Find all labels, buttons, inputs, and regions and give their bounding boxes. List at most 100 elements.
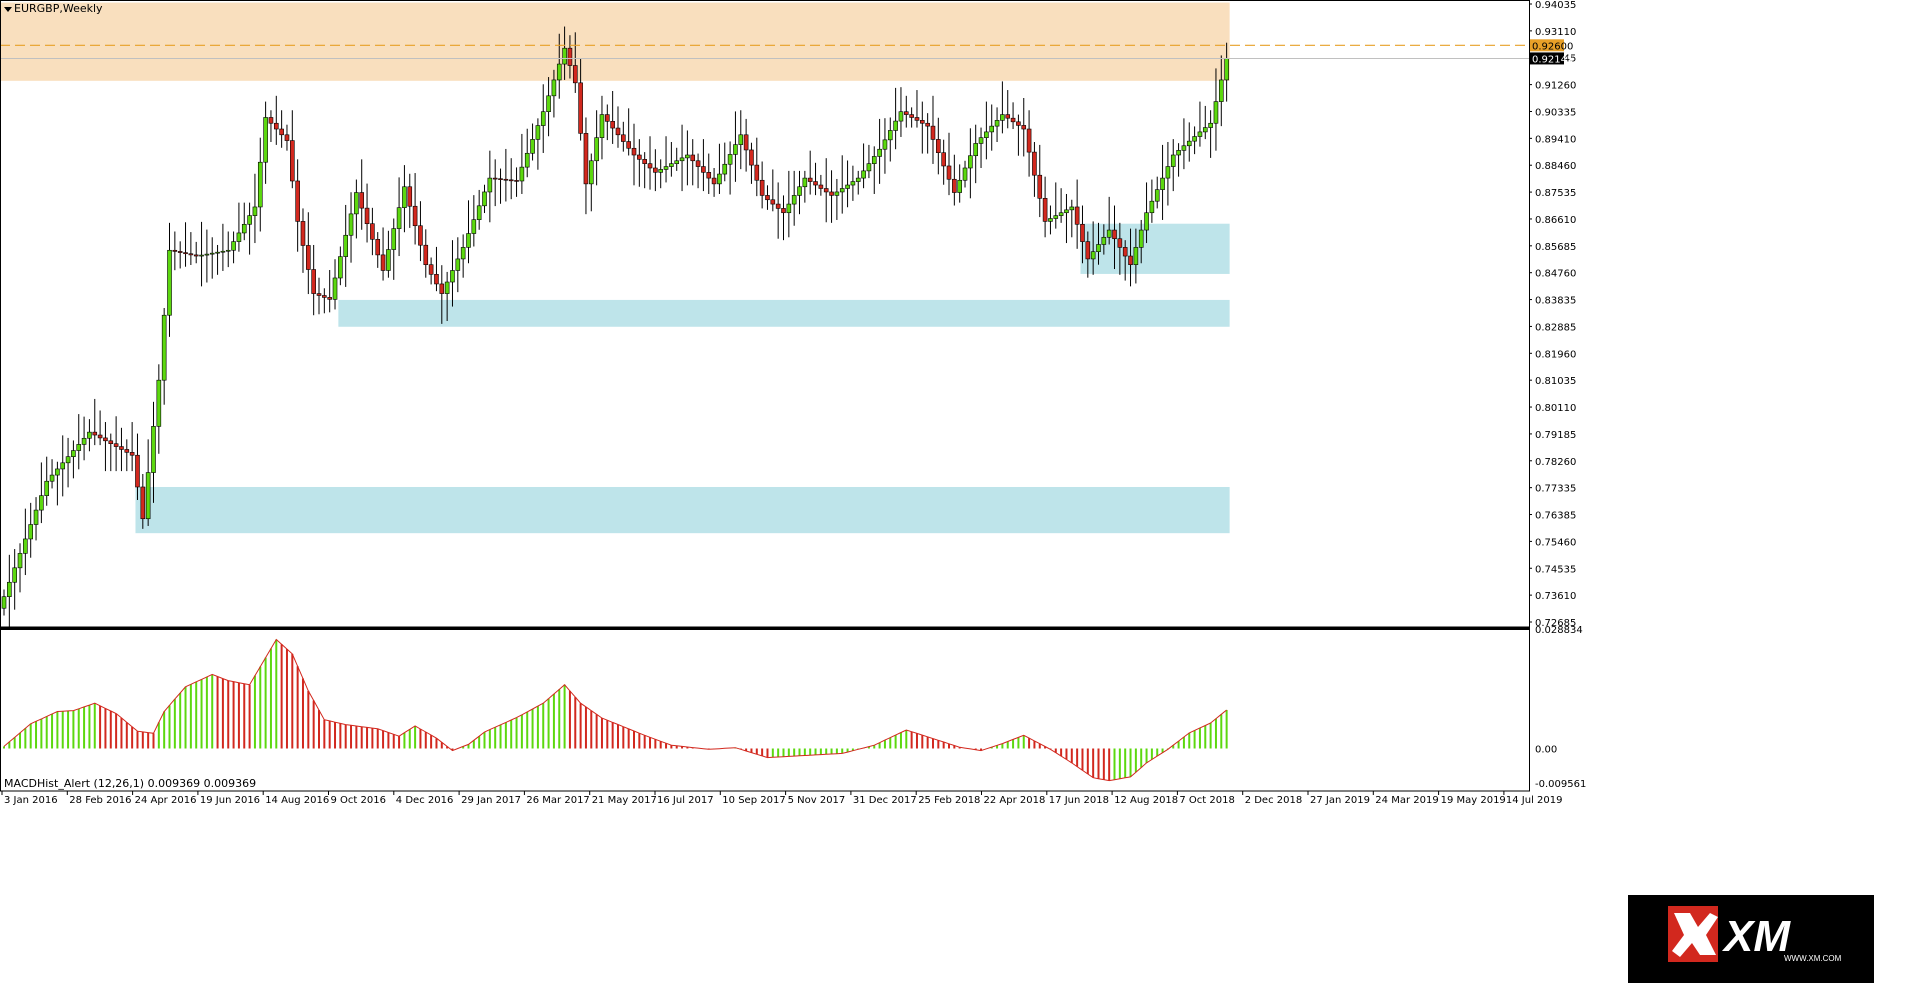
time-axis-label: 22 Apr 2018 <box>984 795 1046 806</box>
bearish-candle <box>754 164 760 181</box>
bullish-candle <box>551 79 557 97</box>
bullish-candle <box>209 252 215 255</box>
bullish-candle <box>1000 114 1005 121</box>
price-axis-label: 0.87535 <box>1535 188 1576 199</box>
macd-signal-line <box>3 638 1227 782</box>
bullish-candle <box>588 160 594 185</box>
bullish-candle <box>519 166 525 182</box>
indicator-axis-label: 0.00 <box>1535 745 1557 756</box>
bearish-candle <box>503 178 509 181</box>
price-axis-label: 0.88460 <box>1535 161 1576 172</box>
bearish-candle <box>316 293 322 296</box>
bullish-candle <box>1101 236 1107 245</box>
bearish-candle <box>92 431 98 436</box>
bullish-candle <box>669 163 674 167</box>
bearish-candle <box>711 177 717 185</box>
bearish-candle <box>1080 223 1085 242</box>
time-axis-label: 26 Mar 2017 <box>526 795 589 806</box>
bullish-candle <box>7 581 12 597</box>
price-axis-label: 0.82885 <box>1535 322 1576 333</box>
bullish-candle <box>855 177 861 182</box>
bullish-candle <box>487 177 493 193</box>
bearish-candle <box>1128 255 1133 266</box>
bullish-candle <box>1170 154 1176 167</box>
bullish-candle <box>535 125 541 140</box>
bearish-candle <box>183 252 188 255</box>
bearish-candle <box>701 166 706 173</box>
bearish-candle <box>1005 114 1011 119</box>
bullish-candle <box>978 137 984 144</box>
bearish-candle <box>925 122 930 127</box>
price-axis-label: 0.91260 <box>1535 81 1576 92</box>
bearish-candle <box>637 154 642 160</box>
price-axis-label: 0.75460 <box>1535 537 1576 548</box>
bullish-candle <box>28 524 33 540</box>
zone-support-3 <box>1080 223 1230 274</box>
time-axis-label: 21 May 2017 <box>592 795 657 806</box>
zone-support-1 <box>338 299 1230 327</box>
bearish-candle <box>626 141 631 149</box>
current-price-label-box <box>1530 52 1564 65</box>
bearish-candle <box>941 152 946 167</box>
bullish-candle <box>225 249 231 252</box>
time-axis-label: 7 Oct 2018 <box>1179 795 1234 806</box>
bullish-candle <box>1181 145 1187 151</box>
bullish-candle <box>674 160 680 164</box>
bearish-candle <box>920 120 925 124</box>
bullish-candle <box>1058 212 1064 216</box>
price-axis-label: 0.78260 <box>1535 457 1576 468</box>
bullish-candle <box>466 233 471 248</box>
bearish-candle <box>370 223 375 240</box>
bullish-candle <box>898 111 904 122</box>
bullish-candle <box>145 472 151 520</box>
xm-logo: XM WWW.XM.COM <box>1628 895 1874 983</box>
bullish-candle <box>1176 150 1181 156</box>
bullish-candle <box>39 495 44 511</box>
bullish-candle <box>957 179 962 193</box>
bearish-candle <box>1032 151 1037 176</box>
bearish-candle <box>273 122 279 130</box>
bearish-candle <box>380 254 386 271</box>
xm-logo-text: XM <box>1721 912 1791 961</box>
bearish-candle <box>375 238 381 256</box>
time-axis-label: 9 Oct 2016 <box>331 795 386 806</box>
bearish-candle <box>295 180 300 222</box>
bullish-candle <box>1154 189 1160 202</box>
bearish-candle <box>615 127 621 136</box>
bullish-candle <box>455 258 461 271</box>
bearish-candle <box>508 179 514 182</box>
bullish-candle <box>220 250 226 253</box>
bearish-candle <box>177 251 183 253</box>
price-axis-label: 0.73610 <box>1535 591 1576 602</box>
bullish-candle <box>1053 215 1059 219</box>
bearish-candle <box>498 178 503 180</box>
bullish-candle <box>332 277 338 300</box>
bearish-candle <box>423 244 429 266</box>
bearish-candle <box>119 446 124 450</box>
bearish-candle <box>140 486 146 520</box>
bullish-candle <box>893 120 898 131</box>
bullish-candle <box>1096 244 1101 253</box>
bullish-candle <box>802 177 808 188</box>
level-line-label: 0.92600 <box>1532 41 1573 52</box>
bullish-candle <box>460 247 466 260</box>
time-axis-label: 17 Jun 2018 <box>1049 795 1109 806</box>
bearish-candle <box>1021 125 1027 130</box>
bullish-candle <box>247 215 252 225</box>
chart-menu-triangle-icon[interactable] <box>4 6 12 12</box>
bullish-candle <box>1208 122 1213 128</box>
bearish-candle <box>290 140 295 182</box>
time-axis-label: 24 Mar 2019 <box>1375 795 1438 806</box>
bullish-candle <box>17 553 23 569</box>
bearish-candle <box>279 128 284 136</box>
bullish-candle <box>556 63 562 81</box>
bearish-candle <box>103 437 108 442</box>
bearish-candle <box>1010 117 1016 123</box>
bearish-candle <box>359 192 365 209</box>
bullish-candle <box>402 186 407 208</box>
price-axis-label: 0.72685 <box>1535 618 1576 629</box>
bullish-candle <box>1144 212 1149 231</box>
price-axis-label: 0.86610 <box>1535 215 1576 226</box>
